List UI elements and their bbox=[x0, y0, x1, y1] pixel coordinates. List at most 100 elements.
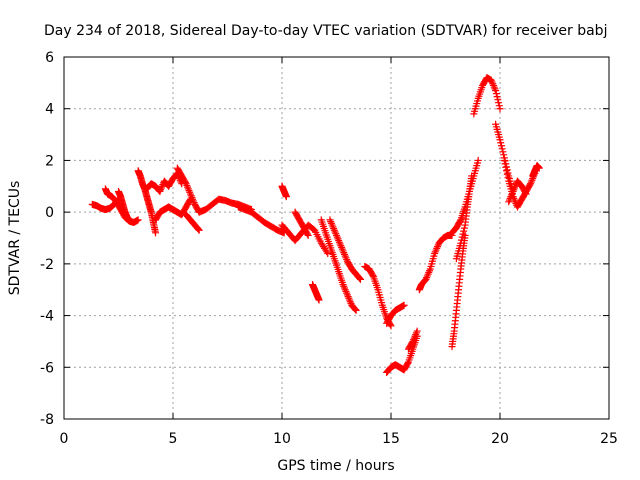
data-point bbox=[158, 182, 166, 190]
y-tick-label-3: -2 bbox=[40, 257, 54, 273]
data-point bbox=[342, 287, 350, 295]
data-point bbox=[346, 298, 354, 306]
data-point bbox=[526, 181, 534, 189]
data-point bbox=[505, 198, 513, 206]
data-point bbox=[183, 181, 191, 189]
data-point bbox=[330, 226, 338, 234]
data-point bbox=[351, 305, 359, 313]
data-point bbox=[498, 145, 506, 153]
data-point bbox=[326, 216, 334, 224]
data-point bbox=[507, 193, 515, 201]
data-point bbox=[339, 247, 347, 255]
data-point bbox=[185, 187, 193, 195]
data-point bbox=[356, 275, 364, 283]
data-point bbox=[510, 186, 518, 194]
data-point bbox=[504, 174, 512, 182]
data-point bbox=[356, 275, 364, 283]
data-point bbox=[495, 99, 503, 107]
data-point bbox=[343, 289, 351, 297]
series-arc-25 bbox=[470, 74, 504, 118]
data-point bbox=[157, 184, 165, 192]
data-point bbox=[184, 185, 192, 193]
data-point bbox=[522, 190, 530, 198]
data-point bbox=[521, 189, 529, 197]
data-point bbox=[490, 83, 498, 91]
data-point bbox=[433, 244, 441, 252]
data-point bbox=[340, 282, 348, 290]
data-point bbox=[344, 293, 352, 301]
data-point bbox=[334, 235, 342, 243]
data-point bbox=[194, 225, 202, 233]
data-point bbox=[345, 294, 353, 302]
series-arc-10 bbox=[234, 203, 288, 237]
series-arc-6 bbox=[152, 195, 194, 224]
data-point bbox=[331, 228, 339, 236]
y-tick-label-7: 6 bbox=[45, 50, 54, 66]
data-point bbox=[343, 291, 351, 299]
data-point bbox=[506, 194, 514, 202]
data-point bbox=[408, 339, 416, 347]
data-point bbox=[327, 219, 335, 227]
data-point bbox=[432, 246, 440, 254]
data-point bbox=[181, 178, 189, 186]
data-point bbox=[324, 250, 332, 258]
data-point bbox=[409, 337, 417, 345]
data-point bbox=[459, 230, 467, 238]
data-point bbox=[410, 336, 418, 344]
data-point bbox=[282, 193, 290, 201]
y-tick-label-4: 0 bbox=[45, 205, 54, 221]
data-point bbox=[189, 197, 197, 205]
data-point bbox=[457, 236, 465, 244]
data-point bbox=[369, 271, 377, 279]
x-axis-label: GPS time / hours bbox=[277, 458, 394, 474]
data-point bbox=[501, 160, 509, 168]
y-tick-label-6: 4 bbox=[45, 102, 54, 118]
series-arc-29 bbox=[529, 162, 543, 180]
data-point bbox=[491, 85, 499, 93]
data-point bbox=[194, 225, 202, 233]
data-point bbox=[413, 327, 421, 335]
data-point bbox=[404, 359, 412, 367]
data-point bbox=[503, 170, 511, 178]
series-arc-7 bbox=[173, 164, 203, 216]
series-arc-20 bbox=[404, 327, 421, 353]
data-point bbox=[497, 139, 505, 147]
data-point bbox=[425, 268, 433, 276]
series-arc-28 bbox=[505, 177, 530, 206]
data-point bbox=[189, 195, 197, 203]
data-point bbox=[431, 250, 439, 258]
grid-lines bbox=[64, 57, 609, 419]
data-point bbox=[423, 272, 431, 280]
data-point bbox=[511, 184, 519, 192]
x-tick-label-3: 15 bbox=[382, 431, 400, 447]
data-point bbox=[492, 87, 500, 95]
data-point bbox=[509, 187, 517, 195]
data-point bbox=[341, 286, 349, 294]
data-points bbox=[88, 74, 543, 376]
data-point bbox=[351, 306, 359, 314]
data-point bbox=[527, 180, 535, 188]
data-point bbox=[502, 163, 510, 171]
data-point bbox=[186, 188, 194, 196]
series-arc-21 bbox=[415, 231, 456, 294]
data-point bbox=[340, 249, 348, 257]
series-arc-16 bbox=[326, 216, 364, 283]
data-point bbox=[500, 156, 508, 164]
series-arc-19 bbox=[383, 332, 421, 376]
data-point bbox=[337, 242, 345, 250]
data-point bbox=[330, 225, 338, 233]
data-point bbox=[304, 231, 312, 239]
data-point bbox=[500, 151, 508, 159]
data-point bbox=[535, 164, 543, 172]
series-arc-15 bbox=[317, 216, 360, 314]
chart-title: Day 234 of 2018, Sidereal Day-to-day VTE… bbox=[44, 23, 607, 39]
data-point bbox=[329, 223, 337, 231]
x-tick-label-5: 25 bbox=[600, 431, 618, 447]
series-arc-8 bbox=[182, 211, 203, 234]
data-point bbox=[434, 243, 442, 251]
x-tick-label-2: 10 bbox=[273, 431, 291, 447]
data-point bbox=[387, 322, 395, 330]
data-point bbox=[488, 78, 496, 86]
data-point bbox=[424, 270, 432, 278]
